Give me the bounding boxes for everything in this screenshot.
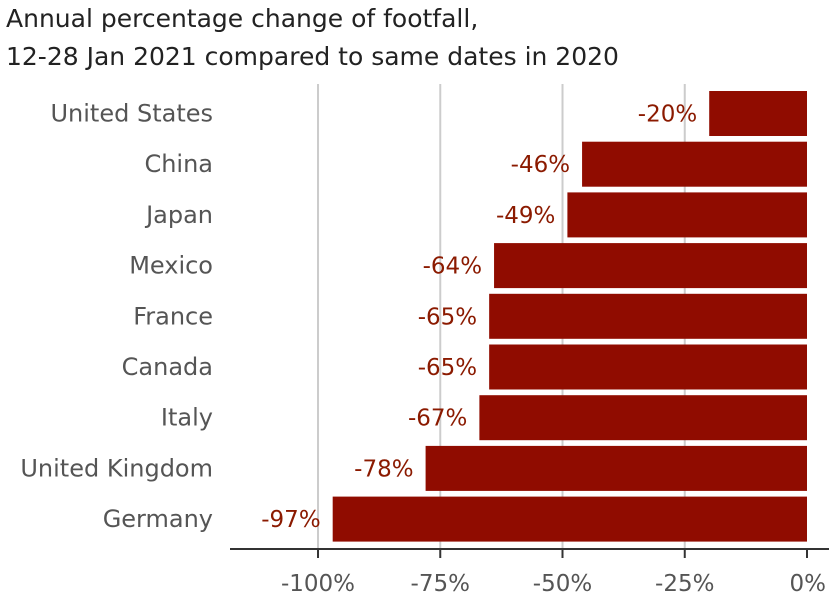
category-label: United Kingdom [20,454,213,482]
data-label: -78% [354,456,413,482]
chart-title-line-1: Annual percentage change of footfall, [6,4,479,33]
data-label: -67% [408,406,467,432]
category-label: United States [50,100,213,128]
x-axis: -100% -75% -50% -25% 0% [230,548,829,595]
data-label: -20% [638,102,697,128]
category-labels: United States China Japan Mexico France Canad… [20,100,213,534]
bar [489,293,807,339]
x-tick-label: -100% [281,571,355,595]
category-label: Canada [122,353,213,381]
data-label: -65% [418,355,477,381]
category-label: Japan [144,201,213,229]
data-label: -64% [423,254,482,280]
bar [332,496,807,542]
x-tick-label: -75% [411,571,470,595]
bars [332,91,807,542]
bar [489,344,807,390]
category-label: Germany [103,505,213,533]
bar [709,91,807,136]
data-label: -65% [418,304,477,330]
category-label: Mexico [129,252,213,280]
data-label: -97% [261,507,320,533]
bar [567,192,807,238]
category-label: France [133,302,213,330]
bar [494,243,807,289]
bar [479,395,807,441]
bar [425,445,807,491]
category-label: China [144,150,213,178]
chart-title-line-2: 12-28 Jan 2021 compared to same dates in… [6,42,619,71]
x-tick-label: -25% [655,571,714,595]
data-labels: -20% -46% -49% -64% -65% -65% -67% -78% -97% [261,102,697,534]
x-tick-label: 0% [790,571,827,595]
category-label: Italy [161,404,213,432]
bar [582,141,807,187]
data-label: -46% [511,152,570,178]
data-label: -49% [496,203,555,229]
x-tick-label: -50% [533,571,592,595]
